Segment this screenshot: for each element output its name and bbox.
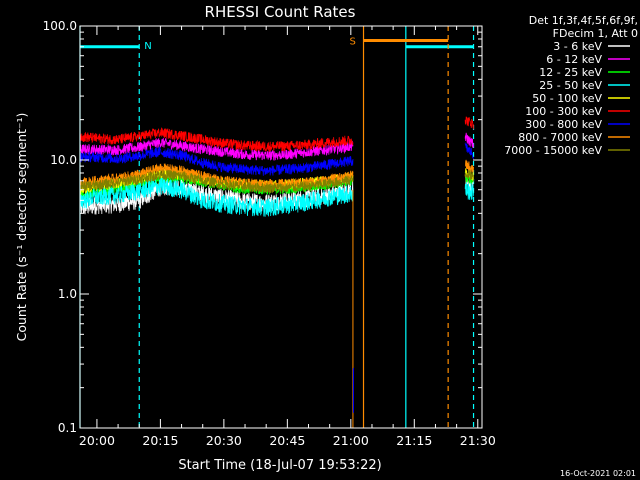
legend-entry-label: 25 - 50 keV	[539, 79, 602, 92]
series-line	[464, 132, 474, 148]
y-tick-label: 0.1	[58, 421, 77, 435]
y-axis-title: Count Rate (s⁻¹ detector segment⁻¹)	[14, 113, 29, 342]
x-tick-label: 20:45	[269, 433, 305, 448]
x-axis: 20:00 20:15 20:30 20:45 21:00 21:15 21:30	[79, 26, 496, 448]
legend-entry-label: 7000 - 15000 keV	[504, 144, 602, 157]
y-tick-label: 1.0	[58, 287, 77, 301]
saa-label: S	[350, 36, 356, 47]
x-tick-label: 21:00	[333, 433, 369, 448]
y-tick-label: 10.0	[50, 153, 77, 167]
series-line	[79, 127, 354, 153]
plot-frame	[79, 25, 483, 429]
y-tick-label: 100.0	[43, 19, 77, 33]
legend-entry-label: 6 - 12 keV	[546, 53, 602, 66]
legend-entry-label: 300 - 800 keV	[525, 118, 602, 131]
x-axis-title: Start Time (18-Jul-07 19:53:22)	[178, 458, 381, 473]
count-rate-series	[79, 116, 474, 428]
series-line	[464, 169, 474, 182]
legend-entry-label: 100 - 300 keV	[525, 105, 602, 118]
series-line	[79, 177, 354, 217]
plot-timestamp: 16-Oct-2021 02:01	[560, 469, 636, 478]
series-line	[464, 159, 474, 173]
series-line	[464, 142, 474, 160]
series-line	[79, 146, 354, 176]
legend-header: Det 1f,3f,4f,5f,6f,9f,	[529, 14, 638, 27]
night-label: N	[144, 41, 151, 52]
x-tick-label: 21:15	[396, 433, 432, 448]
y-axis: 0.1 1.0 10.0 100.0	[43, 19, 482, 435]
x-tick-label: 21:30	[460, 433, 496, 448]
legend-entry-label: 3 - 6 keV	[553, 40, 602, 53]
legend: Det 1f,3f,4f,5f,6f,9f,FDecim 1, Att 03 -…	[504, 14, 638, 157]
x-tick-label: 20:00	[79, 433, 115, 448]
legend-entry-label: 800 - 7000 keV	[518, 131, 602, 144]
series-line	[79, 137, 354, 161]
x-tick-label: 20:15	[142, 433, 178, 448]
chart-title: RHESSI Count Rates	[205, 3, 356, 21]
series-line	[464, 116, 474, 130]
legend-entry-label: 50 - 100 keV	[532, 92, 602, 105]
legend-header: FDecim 1, Att 0	[553, 27, 638, 40]
legend-entry-label: 12 - 25 keV	[539, 66, 602, 79]
series-line	[464, 182, 474, 201]
series-line	[79, 169, 354, 194]
x-tick-label: 20:30	[206, 433, 242, 448]
